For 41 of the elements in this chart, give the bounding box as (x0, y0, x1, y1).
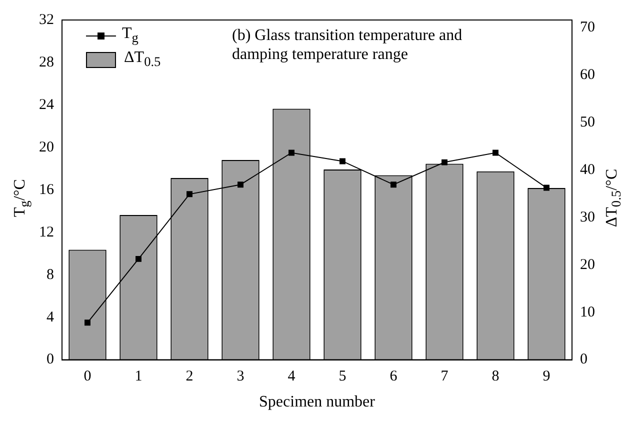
x-tick-label: 4 (288, 368, 296, 385)
y-tick-label: 0 (46, 352, 54, 368)
x-tick-label: 0 (84, 368, 92, 385)
point (238, 182, 244, 188)
legend-label: ΔT$_{0.5}$ (124, 49, 161, 71)
x-tick-label: 7 (440, 368, 449, 385)
y2-tick-label: 30 (580, 209, 595, 226)
annotation: (b) Glass transition temperature and damping temperature range (232, 27, 462, 64)
y-tick-label: 4 (46, 309, 54, 326)
legend-label: T$_{g}$ (122, 25, 138, 47)
y2-tick-label: 50 (580, 114, 595, 130)
y2-tick-label: 20 (580, 256, 595, 273)
y-tick-label: 28 (39, 54, 54, 70)
x-tick-label: 1 (134, 368, 142, 385)
y2-tick-label: 0 (580, 352, 588, 368)
point (544, 184, 550, 191)
x-axis-title: Specimen number (259, 394, 376, 411)
y-tick-label: 24 (39, 96, 54, 113)
point (390, 182, 396, 188)
y2-tick-label: 60 (580, 66, 595, 83)
y2-tick-label: 70 (580, 20, 595, 36)
y-tick-label: 32 (39, 12, 54, 28)
y-tick-label: 20 (39, 139, 54, 156)
point (186, 191, 192, 198)
y-tick-label: 8 (46, 266, 54, 283)
x-tick-label: 8 (492, 368, 500, 385)
point (288, 150, 294, 156)
x-tick-label: 2 (186, 368, 194, 385)
x-tick-label: 9 (542, 368, 550, 385)
point (84, 320, 90, 326)
point (340, 158, 346, 164)
x-tick-label: 3 (236, 368, 244, 385)
x-tick-label: 6 (390, 368, 398, 385)
y-tick-label: 16 (39, 182, 54, 198)
x-tick-label: 5 (338, 368, 346, 385)
y2-tick-label: 40 (580, 162, 595, 178)
point (442, 159, 448, 166)
point (136, 256, 142, 262)
y-tick-label: 12 (39, 224, 54, 240)
point (492, 150, 498, 156)
y2-tick-label: 10 (580, 304, 595, 320)
